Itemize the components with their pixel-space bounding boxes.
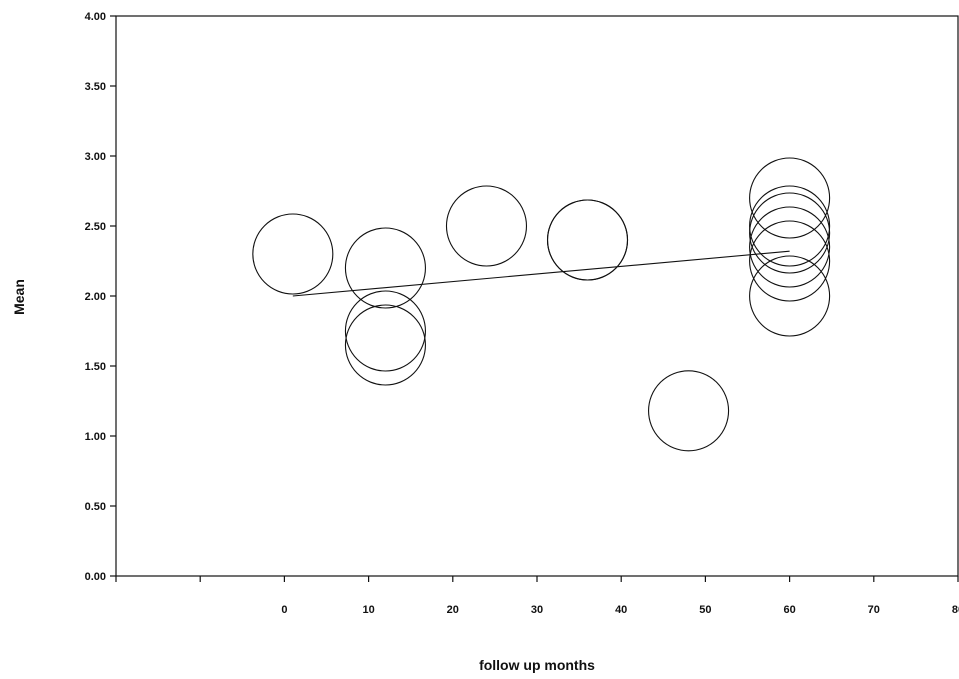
x-tick-label: 20: [447, 604, 459, 616]
data-point: [749, 185, 831, 267]
y-tick-label: 1.50: [85, 361, 106, 373]
data-point: [344, 304, 426, 386]
data-point: [445, 185, 528, 267]
y-tick-label: 0.00: [85, 571, 106, 583]
x-tick-label: 60: [783, 604, 795, 616]
data-point: [648, 370, 730, 452]
data-point: [749, 206, 831, 288]
data-point: [749, 255, 831, 337]
data-point: [546, 199, 629, 281]
x-tick-label: 0: [281, 604, 287, 616]
y-tick-label: 3.00: [85, 151, 106, 163]
y-tick-label: 2.50: [85, 221, 106, 233]
x-tick-label: 10: [362, 604, 374, 616]
data-point: [749, 192, 831, 274]
data-point: [749, 220, 831, 302]
y-tick-label: 3.50: [85, 81, 106, 93]
x-axis-ticks: 0 10 20 30 40 50 60 70 80: [115, 576, 959, 616]
y-tick-label: 2.00: [85, 291, 106, 303]
x-tick-label: 40: [615, 604, 627, 616]
data-points: [252, 157, 831, 452]
trend-line-group: [292, 250, 790, 297]
y-axis-ticks: 0.00 0.50 1.00 1.50 2.00 2.50 3.00 3.50 4.00: [85, 11, 116, 583]
x-tick-label: 80: [952, 604, 959, 616]
y-tick-label: 4.00: [85, 11, 106, 23]
data-point: [749, 157, 831, 239]
plot-frame: [115, 15, 959, 577]
data-point: [344, 290, 426, 372]
data-point: [344, 227, 426, 309]
plot-border: [115, 15, 959, 577]
x-tick-label: 30: [531, 604, 543, 616]
x-axis-title: follow up months: [479, 657, 595, 673]
x-tick-label: 70: [868, 604, 880, 616]
y-axis-title: Mean: [11, 279, 27, 315]
y-tick-label: 1.00: [85, 431, 106, 443]
trend-line: [292, 250, 790, 297]
y-tick-label: 0.50: [85, 501, 106, 513]
x-tick-label: 50: [699, 604, 711, 616]
data-point: [252, 213, 334, 295]
